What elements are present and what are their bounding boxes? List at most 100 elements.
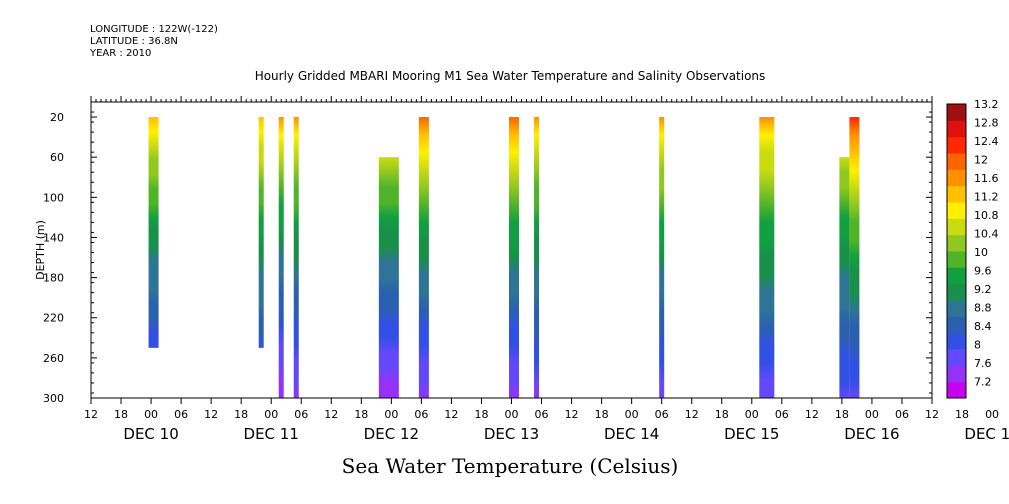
y-axis: 20 60 100 140 180 220 260 300 bbox=[43, 101, 932, 405]
colorbar-swatch bbox=[947, 267, 966, 285]
y-tick-label: 140 bbox=[43, 231, 64, 244]
colorbar-swatch bbox=[947, 283, 966, 301]
x-hour-label: 06 bbox=[174, 408, 188, 421]
x-hour-label: 18 bbox=[234, 408, 248, 421]
colorbar-label: 9.2 bbox=[974, 283, 992, 296]
colorbar-label: 10.4 bbox=[974, 228, 999, 241]
colorbar-swatch bbox=[947, 332, 966, 350]
x-hour-label: 18 bbox=[354, 408, 368, 421]
colorbar-label: 10.8 bbox=[974, 209, 999, 222]
colorbar-swatch bbox=[947, 381, 966, 399]
latitude-label: LATITUDE : 36.8N bbox=[90, 36, 178, 47]
x-hour-label: 00 bbox=[745, 408, 759, 421]
colorbar: 13.2 12.8 12.4 12 11.6 11.2 10.8 10.4 10 9.6 9.2 8.… bbox=[946, 98, 999, 399]
x-day-label: DEC 15 bbox=[724, 425, 779, 443]
x-day-label: DEC 10 bbox=[123, 425, 178, 443]
colorbar-label: 11.2 bbox=[974, 191, 999, 204]
observation-bar bbox=[659, 117, 665, 399]
x-hour-label: 12 bbox=[84, 408, 98, 421]
x-day-label: DEC 11 bbox=[244, 425, 299, 443]
x-day-label: DEC 13 bbox=[484, 425, 539, 443]
x-axis-title: Sea Water Temperature (Celsius) bbox=[341, 454, 679, 478]
y-tick-label: 220 bbox=[43, 312, 64, 325]
colorbar-label: 11.6 bbox=[974, 172, 999, 185]
x-hour-label: 18 bbox=[595, 408, 609, 421]
observation-bar bbox=[839, 157, 850, 398]
x-day-label: DEC 14 bbox=[604, 425, 659, 443]
colorbar-swatch bbox=[947, 251, 966, 268]
observation-bar bbox=[378, 157, 399, 398]
colorbar-swatch bbox=[947, 136, 966, 154]
x-day-label: DEC 17 bbox=[964, 425, 1009, 443]
chart-title: Hourly Gridded MBARI Mooring M1 Sea Wate… bbox=[254, 69, 766, 83]
x-hour-label: 12 bbox=[204, 408, 218, 421]
x-hour-label: 00 bbox=[985, 408, 999, 421]
x-hour-label: 00 bbox=[384, 408, 398, 421]
observation-bar bbox=[508, 117, 520, 399]
colorbar-swatch bbox=[947, 185, 966, 203]
x-day-label: DEC 12 bbox=[364, 425, 419, 443]
x-hour-label: 12 bbox=[444, 408, 458, 421]
x-hour-label: 06 bbox=[294, 408, 308, 421]
colorbar-swatch bbox=[947, 316, 966, 334]
observation-bar bbox=[418, 117, 429, 399]
x-hour-label: 06 bbox=[535, 408, 549, 421]
colorbar-swatch bbox=[947, 349, 966, 366]
observation-bars bbox=[148, 117, 860, 399]
colorbar-label: 12.8 bbox=[974, 117, 999, 130]
x-hour-label: 18 bbox=[114, 408, 128, 421]
year-label: YEAR : 2010 bbox=[90, 48, 152, 59]
x-hour-label: 00 bbox=[505, 408, 519, 421]
x-hour-label: 18 bbox=[955, 408, 969, 421]
x-hour-label: 18 bbox=[835, 408, 849, 421]
longitude-label: LONGITUDE : 122W(-122) bbox=[90, 24, 218, 35]
colorbar-label: 8.8 bbox=[974, 302, 992, 315]
observation-bar bbox=[278, 117, 284, 399]
y-tick-label: 180 bbox=[43, 272, 64, 285]
x-hour-label: 12 bbox=[925, 408, 939, 421]
observation-bar bbox=[534, 117, 540, 399]
x-hour-label: 06 bbox=[655, 408, 669, 421]
y-tick-label: 60 bbox=[50, 151, 64, 164]
observation-bar bbox=[258, 117, 264, 348]
colorbar-swatch bbox=[947, 120, 966, 138]
colorbar-label: 9.6 bbox=[974, 265, 992, 278]
y-tick-label: 100 bbox=[43, 191, 64, 204]
x-hour-label: 18 bbox=[474, 408, 488, 421]
colorbar-label: 12.4 bbox=[974, 135, 999, 148]
x-hour-label: 12 bbox=[324, 408, 338, 421]
colorbar-border bbox=[946, 103, 967, 399]
x-hour-label: 12 bbox=[685, 408, 699, 421]
x-day-label: DEC 16 bbox=[844, 425, 899, 443]
colorbar-label: 7.6 bbox=[974, 357, 992, 370]
y-tick-label: 260 bbox=[43, 352, 64, 365]
observation-bar bbox=[148, 117, 159, 348]
colorbar-label: 8.4 bbox=[974, 320, 992, 333]
x-hour-label: 00 bbox=[625, 408, 639, 421]
colorbar-swatch bbox=[947, 234, 966, 252]
observation-bar bbox=[849, 117, 860, 399]
colorbar-swatch bbox=[947, 202, 966, 219]
y-axis-label: DEPTH (m) bbox=[34, 220, 47, 280]
colorbar-swatch bbox=[947, 365, 966, 383]
observation-bar bbox=[293, 117, 299, 399]
x-hour-label: 00 bbox=[865, 408, 879, 421]
colorbar-swatch bbox=[947, 153, 966, 170]
x-hour-label: 06 bbox=[775, 408, 789, 421]
colorbar-label: 12 bbox=[974, 154, 988, 167]
colorbar-label: 10 bbox=[974, 246, 988, 259]
y-tick-label: 300 bbox=[43, 392, 64, 405]
colorbar-swatch bbox=[947, 104, 966, 121]
observation-bar bbox=[759, 117, 775, 399]
x-hour-label: 12 bbox=[805, 408, 819, 421]
x-hour-label: 06 bbox=[895, 408, 909, 421]
colorbar-swatch bbox=[947, 169, 966, 187]
location-metadata: LONGITUDE : 122W(-122) LATITUDE : 36.8N … bbox=[90, 24, 218, 60]
colorbar-swatch bbox=[947, 300, 966, 317]
y-tick-label: 20 bbox=[50, 111, 64, 124]
colorbar-label: 8 bbox=[974, 339, 981, 352]
x-hour-label: 18 bbox=[715, 408, 729, 421]
colorbar-label: 13.2 bbox=[974, 98, 999, 111]
colorbar-label: 7.2 bbox=[974, 376, 992, 389]
